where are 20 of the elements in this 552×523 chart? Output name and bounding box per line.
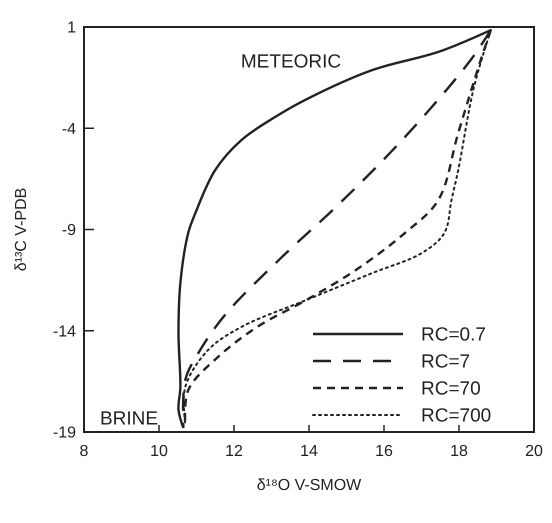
x-tick-label: 8 — [80, 443, 89, 460]
x-tick-label: 18 — [450, 443, 468, 460]
x-axis-title: δ¹⁸O V-SMOW — [256, 477, 362, 494]
annotation: METEORIC — [240, 52, 342, 73]
y-tick-label: -14 — [52, 323, 76, 340]
y-axis-title: δ¹³C V-PDB — [13, 188, 30, 272]
y-tick-label: -19 — [52, 424, 76, 442]
legend-label: RC=70 — [421, 378, 481, 400]
y-tick-label: -4 — [62, 120, 76, 138]
legend-label: RC=7 — [421, 352, 470, 373]
legend-label: RC=0.7 — [421, 324, 486, 346]
y-tick-label: -9 — [62, 222, 76, 240]
legend-label: RC=700 — [421, 406, 492, 427]
annotation: BRINE — [100, 408, 158, 430]
y-tick-label: 1 — [67, 20, 76, 37]
x-tick-label: 12 — [225, 443, 243, 460]
x-tick-label: 10 — [150, 443, 168, 460]
x-tick-label: 16 — [375, 443, 393, 460]
x-tick-label: 14 — [300, 443, 318, 460]
x-tick-label: 20 — [525, 443, 543, 460]
